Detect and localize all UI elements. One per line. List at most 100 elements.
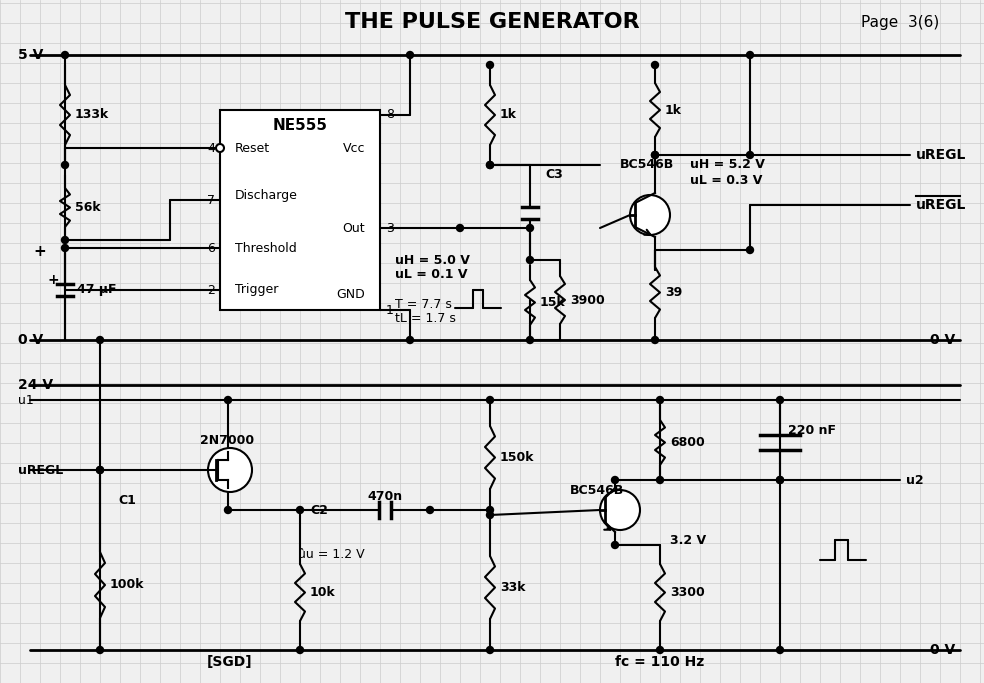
Text: +: +: [47, 273, 59, 287]
Text: BC546B: BC546B: [620, 158, 674, 171]
Circle shape: [776, 397, 783, 404]
Text: Reset: Reset: [235, 141, 271, 154]
Circle shape: [611, 542, 619, 548]
Text: C1: C1: [118, 494, 136, 507]
Text: uH = 5.2 V: uH = 5.2 V: [690, 158, 765, 171]
Text: 470n: 470n: [367, 490, 402, 503]
Text: fc = 110 Hz: fc = 110 Hz: [615, 655, 705, 669]
Circle shape: [656, 397, 663, 404]
Text: 0 V: 0 V: [930, 643, 955, 657]
Circle shape: [651, 61, 658, 68]
Circle shape: [651, 152, 658, 158]
Text: 1: 1: [386, 303, 394, 316]
Text: THE PULSE GENERATOR: THE PULSE GENERATOR: [344, 12, 640, 32]
Circle shape: [61, 161, 69, 169]
Text: 3.2 V: 3.2 V: [670, 533, 707, 546]
Circle shape: [208, 448, 252, 492]
Text: 2N7000: 2N7000: [200, 434, 254, 447]
Circle shape: [296, 647, 303, 654]
Text: 3900: 3900: [570, 294, 605, 307]
Circle shape: [216, 144, 224, 152]
Text: 24 V: 24 V: [18, 378, 53, 392]
Text: uREGL: uREGL: [916, 198, 966, 212]
Text: 15k: 15k: [540, 296, 566, 309]
Circle shape: [651, 152, 658, 158]
Text: T = 7.7 s: T = 7.7 s: [395, 298, 452, 311]
Text: 220 nF: 220 nF: [788, 423, 836, 436]
Text: NE555: NE555: [273, 117, 328, 133]
Text: u2: u2: [906, 473, 924, 486]
Circle shape: [486, 507, 494, 514]
Text: 56k: 56k: [75, 201, 100, 214]
Text: 39: 39: [665, 286, 682, 299]
Circle shape: [486, 161, 494, 169]
Text: +: +: [33, 245, 46, 260]
Circle shape: [486, 512, 494, 518]
Circle shape: [747, 51, 754, 59]
Text: Discharge: Discharge: [235, 189, 298, 201]
Circle shape: [61, 245, 69, 251]
Text: tL = 1.7 s: tL = 1.7 s: [395, 311, 456, 324]
Text: BC546B: BC546B: [570, 484, 624, 497]
Text: 8: 8: [386, 109, 394, 122]
Text: 7: 7: [207, 193, 215, 206]
Text: u1: u1: [18, 393, 33, 406]
Text: 3300: 3300: [670, 586, 705, 599]
Text: uL = 0.3 V: uL = 0.3 V: [690, 173, 763, 186]
Circle shape: [296, 507, 303, 514]
Text: Threshold: Threshold: [235, 242, 297, 255]
Circle shape: [406, 51, 413, 59]
Text: 3: 3: [386, 221, 394, 234]
Circle shape: [96, 466, 103, 473]
Circle shape: [526, 337, 533, 344]
Text: 33k: 33k: [500, 581, 525, 594]
Text: ûu = 1.2 V: ûu = 1.2 V: [298, 548, 365, 561]
Circle shape: [526, 257, 533, 264]
Text: 0 V: 0 V: [930, 333, 955, 347]
Text: Out: Out: [342, 221, 365, 234]
Circle shape: [776, 477, 783, 484]
Text: 100k: 100k: [110, 579, 145, 591]
Text: 1k: 1k: [665, 104, 682, 117]
Circle shape: [776, 647, 783, 654]
Circle shape: [611, 477, 619, 484]
Circle shape: [61, 51, 69, 59]
Text: Vcc: Vcc: [342, 141, 365, 154]
Circle shape: [486, 61, 494, 68]
Text: uH = 5.0 V: uH = 5.0 V: [395, 253, 470, 266]
Text: 0 V: 0 V: [18, 333, 43, 347]
Circle shape: [426, 507, 434, 514]
Circle shape: [61, 236, 69, 244]
Text: 5 V: 5 V: [18, 48, 43, 62]
Circle shape: [656, 477, 663, 484]
Circle shape: [526, 225, 533, 232]
Circle shape: [406, 337, 413, 344]
Text: uL = 0.1 V: uL = 0.1 V: [395, 268, 467, 281]
Circle shape: [96, 337, 103, 344]
Circle shape: [630, 195, 670, 235]
Circle shape: [486, 647, 494, 654]
Text: 1k: 1k: [500, 109, 517, 122]
Circle shape: [486, 161, 494, 169]
Text: 150k: 150k: [500, 451, 534, 464]
Circle shape: [224, 397, 231, 404]
Text: Page  3(6): Page 3(6): [861, 14, 939, 29]
Text: C3: C3: [545, 169, 563, 182]
Circle shape: [651, 337, 658, 344]
Text: 133k: 133k: [75, 109, 109, 122]
Text: uREGL: uREGL: [916, 148, 966, 162]
Text: 6800: 6800: [670, 436, 705, 449]
Circle shape: [96, 647, 103, 654]
Circle shape: [656, 647, 663, 654]
Text: C2: C2: [310, 503, 328, 516]
Circle shape: [747, 247, 754, 253]
Circle shape: [96, 466, 103, 473]
Circle shape: [486, 397, 494, 404]
Circle shape: [224, 507, 231, 514]
Text: 6: 6: [207, 242, 215, 255]
Text: 47 μF: 47 μF: [77, 283, 116, 296]
Text: GND: GND: [337, 288, 365, 301]
Circle shape: [776, 477, 783, 484]
Circle shape: [457, 225, 463, 232]
Text: uREGL: uREGL: [18, 464, 63, 477]
